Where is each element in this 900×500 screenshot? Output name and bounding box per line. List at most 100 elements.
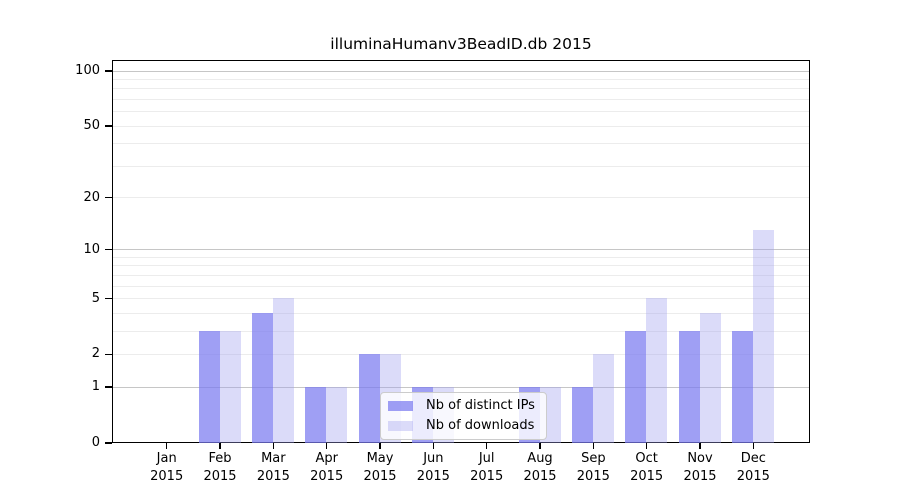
x-tick-month: Feb bbox=[208, 451, 232, 466]
x-tick-year: 2015 bbox=[310, 468, 344, 484]
gridline-minor bbox=[113, 312, 809, 314]
y-tick bbox=[105, 297, 112, 300]
bar-distinct-ips bbox=[731, 330, 753, 443]
x-tick-label: Oct 2015 bbox=[607, 450, 687, 485]
x-tick-year: 2015 bbox=[576, 468, 610, 484]
bar-distinct-ips bbox=[625, 330, 647, 443]
x-tick-year: 2015 bbox=[523, 468, 557, 484]
y-tick bbox=[105, 353, 112, 356]
x-tick-year: 2015 bbox=[683, 468, 717, 484]
x-tick bbox=[592, 443, 595, 449]
x-tick-label: Sep 2015 bbox=[553, 450, 633, 485]
bar-distinct-ips bbox=[251, 312, 273, 443]
x-tick bbox=[379, 443, 381, 449]
y-tick-label: 5 bbox=[91, 290, 100, 306]
bar-distinct-ips bbox=[678, 330, 700, 443]
gridline-minor bbox=[113, 79, 809, 80]
gridline-minor bbox=[113, 165, 809, 167]
y-tick-label: 10 bbox=[83, 241, 100, 257]
x-tick-year: 2015 bbox=[470, 468, 504, 484]
legend-entry-downloads: Nb of downloads bbox=[388, 418, 535, 433]
x-tick-label: Dec 2015 bbox=[713, 450, 793, 485]
x-tick-month: Jun bbox=[423, 451, 444, 466]
plot-area bbox=[112, 60, 810, 443]
x-tick-label: Apr 2015 bbox=[287, 450, 367, 485]
x-tick-month: Aug bbox=[527, 451, 553, 466]
x-tick bbox=[272, 443, 275, 449]
x-tick-label: Jan 2015 bbox=[127, 450, 207, 485]
bar-distinct-ips bbox=[198, 330, 220, 443]
x-tick-year: 2015 bbox=[736, 468, 770, 484]
x-tick-month: Apr bbox=[315, 451, 338, 466]
legend: Nb of distinct IPs Nb of downloads bbox=[380, 392, 547, 440]
x-tick bbox=[219, 443, 221, 449]
x-tick-month: Nov bbox=[687, 451, 713, 466]
gridline-minor bbox=[113, 354, 809, 356]
legend-entry-distinct-ips: Nb of distinct IPs bbox=[388, 398, 535, 413]
x-tick-label: Nov 2015 bbox=[660, 450, 740, 485]
gridline-minor bbox=[113, 125, 809, 127]
bar-downloads bbox=[326, 386, 348, 443]
x-tick-year: 2015 bbox=[416, 468, 450, 484]
x-tick-month: Jul bbox=[478, 451, 495, 466]
x-tick-month: Dec bbox=[740, 451, 766, 466]
bar-downloads bbox=[219, 330, 241, 443]
y-tick bbox=[105, 442, 112, 444]
gridline-minor bbox=[113, 274, 809, 276]
legend-swatch-downloads bbox=[388, 420, 413, 431]
x-tick-month: Oct bbox=[635, 451, 658, 466]
gridline-minor bbox=[113, 257, 809, 258]
bar-distinct-ips bbox=[358, 354, 380, 443]
y-tick-label: 1 bbox=[91, 379, 100, 395]
gridline-major bbox=[113, 70, 809, 72]
x-tick bbox=[539, 443, 541, 449]
legend-swatch-distinct-ips bbox=[388, 400, 413, 411]
x-tick bbox=[752, 443, 755, 449]
bar-downloads bbox=[752, 229, 774, 443]
gridline-minor bbox=[113, 143, 809, 145]
x-tick-label: May 2015 bbox=[340, 450, 420, 485]
gridline-major bbox=[113, 386, 809, 388]
y-tick bbox=[105, 386, 112, 388]
gridline-major bbox=[113, 249, 809, 251]
bar-downloads bbox=[699, 312, 721, 443]
y-tick bbox=[105, 249, 112, 251]
gridline-minor bbox=[113, 88, 809, 90]
bar-downloads bbox=[592, 354, 614, 443]
x-tick-label: Feb 2015 bbox=[180, 450, 260, 485]
y-tick-label: 20 bbox=[83, 189, 100, 205]
legend-label-downloads: Nb of downloads bbox=[426, 418, 535, 433]
y-tick bbox=[105, 70, 112, 72]
x-tick-label: Jun 2015 bbox=[393, 450, 473, 485]
y-tick-label: 0 bbox=[91, 435, 100, 450]
x-tick-year: 2015 bbox=[363, 468, 397, 484]
y-tick-label: 2 bbox=[91, 346, 100, 362]
gridline-minor bbox=[113, 265, 809, 267]
x-tick-year: 2015 bbox=[256, 468, 290, 484]
x-tick-year: 2015 bbox=[150, 468, 184, 484]
x-tick-month: Sep bbox=[581, 451, 606, 466]
x-tick-month: Mar bbox=[261, 451, 286, 466]
gridline-minor bbox=[113, 99, 809, 100]
x-tick bbox=[432, 443, 435, 449]
y-tick-label: 100 bbox=[75, 63, 100, 78]
y-tick-label: 50 bbox=[83, 118, 100, 134]
bar-distinct-ips bbox=[571, 386, 593, 443]
bar-downloads bbox=[646, 298, 668, 443]
x-tick-month: Jan bbox=[156, 451, 177, 466]
legend-label-distinct-ips: Nb of distinct IPs bbox=[426, 398, 535, 413]
chart-title: illuminaHumanv3BeadID.db 2015 bbox=[330, 35, 592, 53]
x-tick bbox=[485, 443, 488, 449]
x-tick bbox=[166, 443, 168, 449]
x-tick-label: Jul 2015 bbox=[447, 450, 527, 485]
x-tick bbox=[325, 443, 328, 449]
x-tick bbox=[699, 443, 701, 449]
gridline-minor bbox=[113, 330, 809, 332]
bar-downloads bbox=[272, 298, 294, 443]
gridline-minor bbox=[113, 111, 809, 113]
x-tick bbox=[645, 443, 648, 449]
gridline-minor bbox=[113, 197, 809, 199]
y-tick bbox=[105, 125, 112, 127]
x-tick-year: 2015 bbox=[630, 468, 664, 484]
